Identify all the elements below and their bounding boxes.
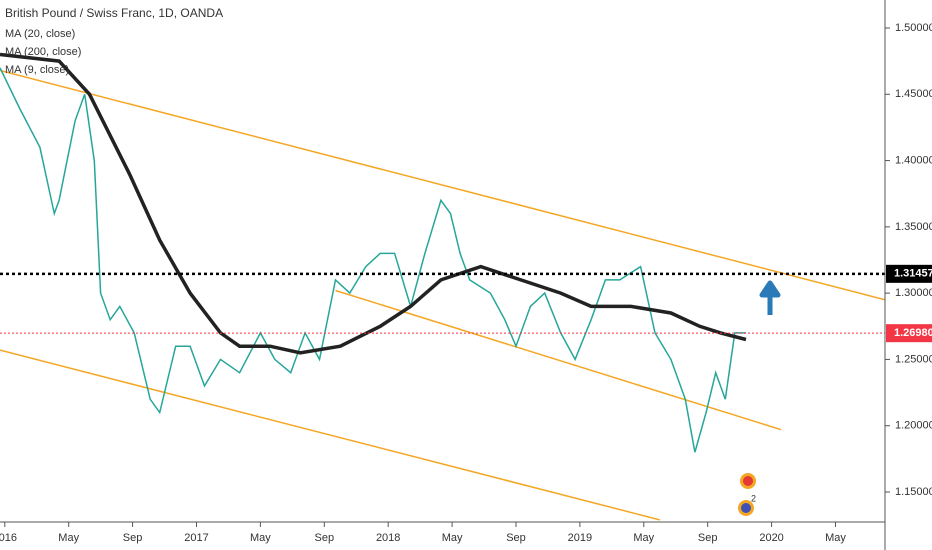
- x-tick-label: May: [58, 532, 79, 544]
- plot-area: [0, 52, 885, 521]
- x-tick-label: Sep: [698, 532, 718, 544]
- legend-entry: MA (9, close): [5, 64, 69, 76]
- x-tick-label: Sep: [123, 532, 143, 544]
- x-tick-label: Sep: [314, 532, 334, 544]
- x-tick-label: May: [442, 532, 463, 544]
- x-tick-label: May: [825, 532, 846, 544]
- legend-entry: MA (20, close): [5, 28, 75, 40]
- x-tick-label: Sep: [506, 532, 526, 544]
- event-count: 2: [751, 493, 756, 503]
- trend-line: [0, 69, 885, 301]
- price-line: [0, 67, 746, 453]
- y-tick-label: 1.25000: [895, 353, 932, 365]
- y-tick-label: 1.40000: [895, 154, 932, 166]
- y-tick-label: 1.20000: [895, 420, 932, 432]
- x-tick-label: 2018: [376, 532, 400, 544]
- x-tick-label: 2019: [568, 532, 592, 544]
- x-tick-label: 2017: [184, 532, 208, 544]
- y-tick-label: 1.15000: [895, 486, 932, 498]
- y-tick-label: 1.45000: [895, 88, 932, 100]
- level-label: 1.31457: [894, 268, 932, 280]
- level-label: 1.26980: [894, 327, 932, 339]
- y-tick-label: 1.50000: [895, 22, 932, 34]
- arrow-up: [759, 280, 781, 315]
- ma-line: [0, 52, 747, 355]
- trend-line: [0, 349, 660, 521]
- chart-title: British Pound / Swiss Franc, 1D, OANDA: [5, 6, 223, 20]
- y-tick-label: 1.30000: [895, 287, 932, 299]
- x-tick-label: May: [250, 532, 271, 544]
- x-tick-label: 2020: [759, 532, 783, 544]
- y-tick-label: 1.35000: [895, 221, 932, 233]
- event-icon-flag: [741, 503, 751, 513]
- legend-entry: MA (200, close): [5, 46, 81, 58]
- x-tick-label: May: [633, 532, 654, 544]
- x-tick-label: 2016: [0, 532, 17, 544]
- level-badge: [886, 264, 932, 283]
- event-icon-flag: [743, 476, 753, 486]
- level-badge: [886, 324, 932, 343]
